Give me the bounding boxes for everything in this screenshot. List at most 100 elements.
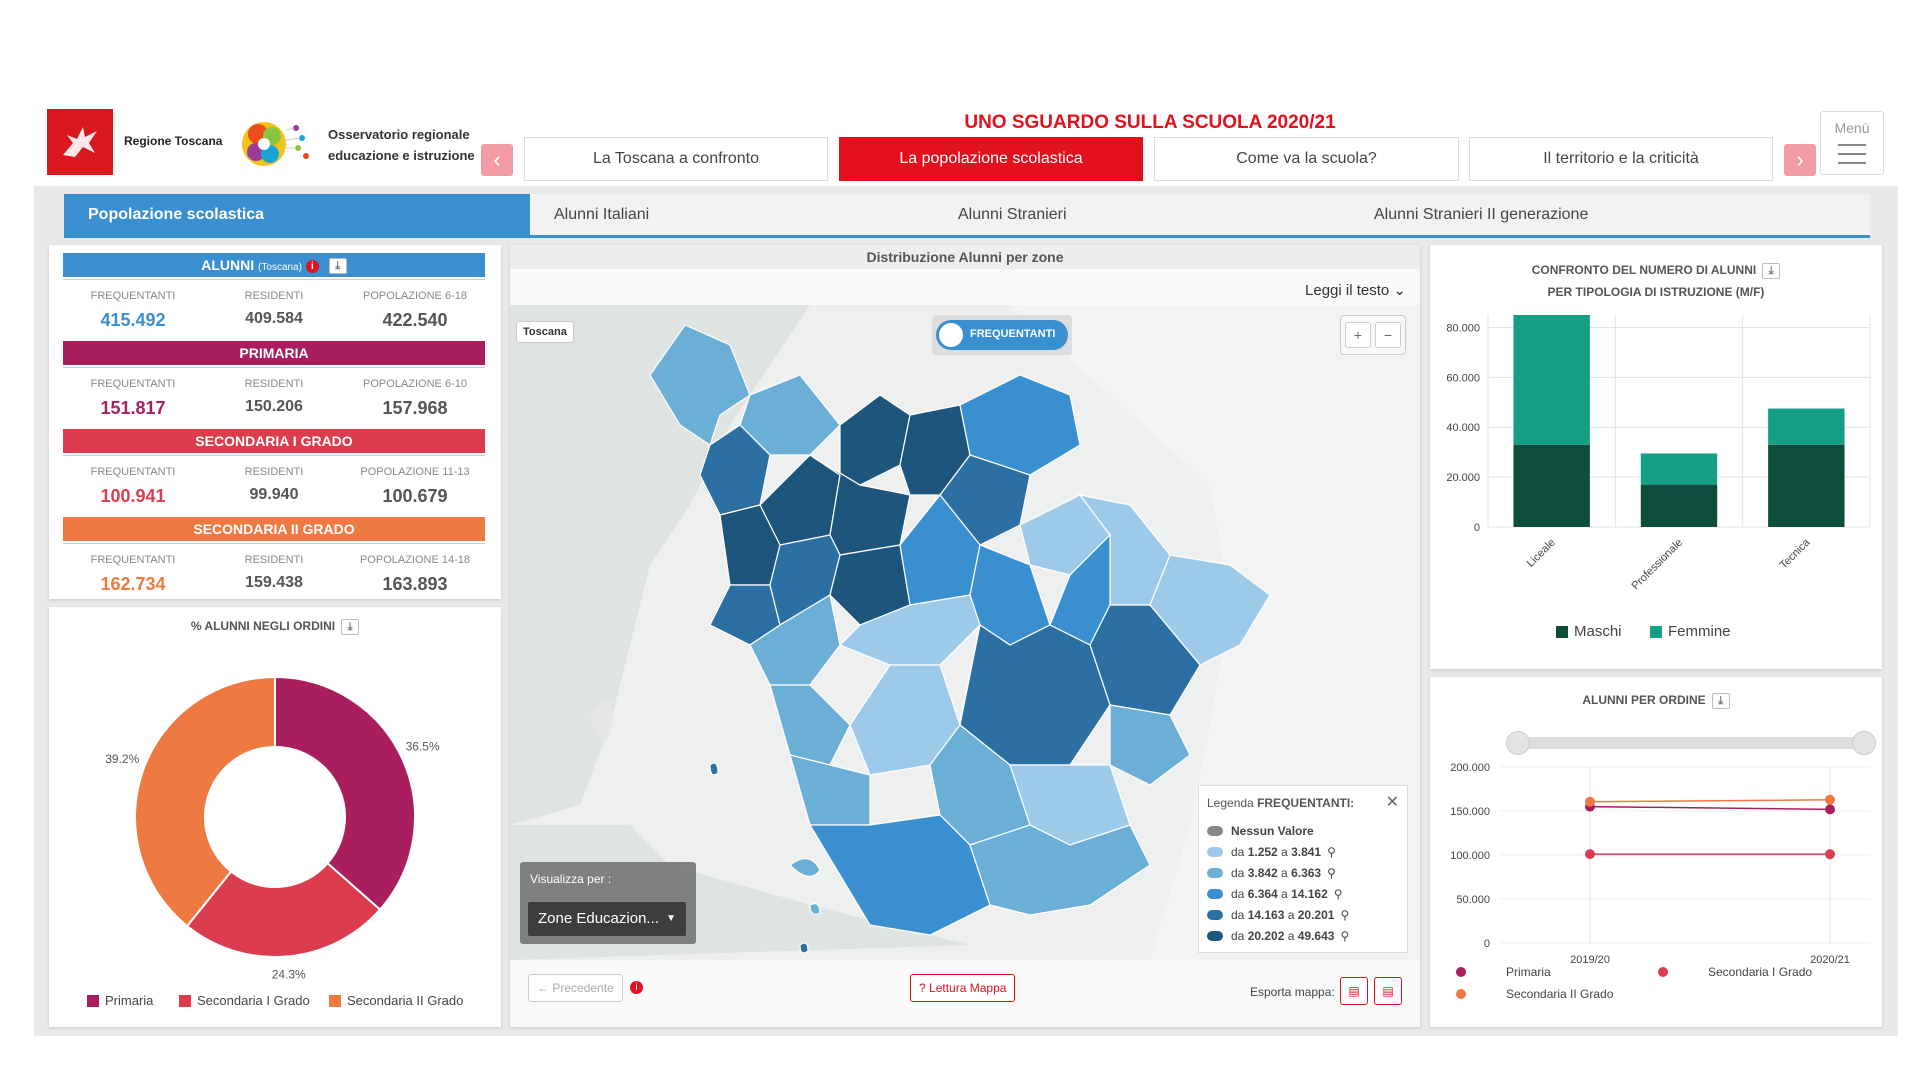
- close-icon[interactable]: ✕: [1385, 794, 1399, 811]
- nav-tab-popolazione-scolastica[interactable]: La popolazione scolastica: [839, 137, 1143, 181]
- toggle-track: FREQUENTANTI: [936, 320, 1068, 350]
- bar-title-line1: CONFRONTO DEL NUMERO DI ALUNNI: [1531, 263, 1757, 277]
- region-name: Regione Toscana: [124, 134, 223, 148]
- y-tick-label: 50.000: [1456, 894, 1490, 906]
- legend-swatch: [1207, 889, 1223, 899]
- legend-label: Femmine: [1668, 623, 1731, 640]
- search-icon[interactable]: ⚲: [1333, 887, 1343, 901]
- download-icon[interactable]: ⤓: [1711, 693, 1730, 709]
- donut-slice[interactable]: [274, 675, 416, 911]
- range-handle-right[interactable]: [1852, 731, 1876, 755]
- read-text-label: Leggi il testo: [1305, 282, 1390, 299]
- map-area[interactable]: Toscana FREQUENTANTI + − Visualizza per …: [510, 305, 1420, 960]
- nav-tab-come-va-scuola[interactable]: Come va la scuola?: [1154, 137, 1459, 181]
- previous-button[interactable]: ← Precedente: [528, 974, 623, 1002]
- tuscany-map: [649, 324, 1271, 954]
- data-point[interactable]: [1825, 804, 1835, 815]
- legend-swatch: [329, 994, 341, 1007]
- export-pdf-icon[interactable]: ▤: [1340, 977, 1368, 1005]
- zoom-in-button[interactable]: +: [1345, 322, 1371, 348]
- regione-toscana-logo[interactable]: [47, 109, 113, 175]
- download-icon[interactable]: ⤓: [1762, 262, 1781, 279]
- zoom-controls: + −: [1340, 315, 1406, 355]
- frequentanti-toggle[interactable]: FREQUENTANTI: [932, 315, 1072, 355]
- download-icon[interactable]: ⤓: [341, 619, 360, 635]
- legend-row[interactable]: Nessun Valore: [1207, 824, 1314, 838]
- subtab-alunni-italiani[interactable]: Alunni Italiani: [530, 194, 934, 238]
- data-point[interactable]: [1585, 849, 1595, 860]
- search-icon[interactable]: ⚲: [1327, 845, 1336, 859]
- legend-text: da 6.364 a 14.162: [1231, 887, 1328, 901]
- stat-label: RESIDENTI: [244, 378, 304, 390]
- menu-label: Menù: [1834, 120, 1870, 136]
- previous-label: Precedente: [552, 981, 614, 995]
- stat-value: 163.893: [382, 574, 448, 594]
- map-zone: [1109, 704, 1191, 786]
- bar[interactable]: [1640, 453, 1718, 485]
- stat-value: 159.438: [245, 574, 303, 591]
- read-text-toggle[interactable]: Leggi il testo ⌄: [1305, 281, 1406, 299]
- y-tick-label: 60.000: [1446, 372, 1480, 384]
- legend-femmine[interactable]: Femmine: [1650, 623, 1731, 640]
- subtab-popolazione-scolastica[interactable]: Popolazione scolastica: [64, 194, 530, 238]
- stat-value: 162.734: [100, 574, 166, 594]
- view-by-panel: Visualizza per : Zone Educazion... ▼: [520, 862, 696, 944]
- read-map-button[interactable]: ? Lettura Mappa: [910, 974, 1016, 1002]
- view-by-select[interactable]: Zone Educazion... ▼: [528, 902, 686, 936]
- legend-sec2[interactable]: Secondaria II Grado: [329, 993, 463, 1008]
- stat-label: RESIDENTI: [244, 290, 304, 302]
- sec2-header: SECONDARIA II GRADO: [63, 517, 485, 541]
- info-icon[interactable]: i: [630, 981, 643, 994]
- legend-sec1-line[interactable]: Secondaria I Grado: [1658, 965, 1812, 979]
- stat-value: 100.679: [382, 486, 448, 506]
- bar[interactable]: [1513, 444, 1590, 527]
- stats-card: ALUNNI (Toscana) i ⤓ FREQUENTANTI 415.492…: [49, 245, 501, 599]
- legend-sec2-line[interactable]: Secondaria II Grado: [1456, 987, 1613, 1001]
- legend-swatch: [1456, 967, 1466, 977]
- toggle-label: FREQUENTANTI: [970, 328, 1056, 340]
- legend-primaria[interactable]: Primaria: [87, 993, 153, 1008]
- subtab-alunni-stranieri[interactable]: Alunni Stranieri: [934, 194, 1350, 238]
- bar[interactable]: [1768, 444, 1845, 527]
- legend-sec1[interactable]: Secondaria I Grado: [179, 993, 310, 1008]
- legend-row[interactable]: da 3.842 a 6.363 ⚲: [1207, 866, 1336, 880]
- download-icon[interactable]: ⤓: [328, 258, 347, 275]
- range-handle-left[interactable]: [1506, 731, 1530, 755]
- range-slider[interactable]: [1506, 731, 1876, 755]
- y-tick-label: 0: [1474, 522, 1480, 534]
- map-zone: [649, 324, 751, 446]
- data-point[interactable]: [1825, 849, 1835, 860]
- legend-maschi[interactable]: Maschi: [1556, 623, 1622, 640]
- nav-tab-toscana-confronto[interactable]: La Toscana a confronto: [524, 137, 828, 181]
- nav-next-button[interactable]: ›: [1784, 144, 1816, 176]
- export-label: Esporta mappa:: [1250, 985, 1335, 999]
- nav-tab-territorio-criticita[interactable]: Il territorio e la criticità: [1469, 137, 1773, 181]
- legend-swatch: [1658, 967, 1668, 977]
- legend-row[interactable]: da 6.364 a 14.162 ⚲: [1207, 887, 1343, 901]
- nav-prev-button[interactable]: ‹: [481, 144, 513, 176]
- stat-value: 415.492: [100, 310, 166, 330]
- legend-row[interactable]: da 20.202 a 49.643 ⚲: [1207, 929, 1349, 943]
- search-icon[interactable]: ⚲: [1327, 866, 1336, 880]
- map-zone: [789, 754, 871, 826]
- bar[interactable]: [1768, 408, 1845, 445]
- hamburger-icon: [1838, 144, 1866, 164]
- subtab-alunni-stranieri-ii[interactable]: Alunni Stranieri II generazione: [1350, 194, 1870, 238]
- data-point[interactable]: [1825, 794, 1835, 805]
- bar[interactable]: [1640, 484, 1718, 527]
- donut-slice[interactable]: [185, 861, 382, 958]
- donut-slice[interactable]: [134, 675, 276, 928]
- series-line: [1589, 805, 1831, 811]
- legend-row[interactable]: da 14.163 a 20.201 ⚲: [1207, 908, 1349, 922]
- menu-button[interactable]: Menù: [1820, 111, 1884, 175]
- search-icon[interactable]: ⚲: [1340, 929, 1350, 943]
- legend-primaria-line[interactable]: Primaria: [1456, 965, 1551, 979]
- bar[interactable]: [1513, 315, 1590, 445]
- export-csv-icon[interactable]: ▤: [1374, 977, 1402, 1005]
- info-icon[interactable]: i: [305, 259, 319, 273]
- data-point[interactable]: [1585, 796, 1595, 807]
- zoom-out-button[interactable]: −: [1375, 322, 1401, 348]
- legend-label: Maschi: [1574, 623, 1622, 640]
- search-icon[interactable]: ⚲: [1340, 908, 1350, 922]
- legend-row[interactable]: da 1.252 a 3.841 ⚲: [1207, 845, 1336, 859]
